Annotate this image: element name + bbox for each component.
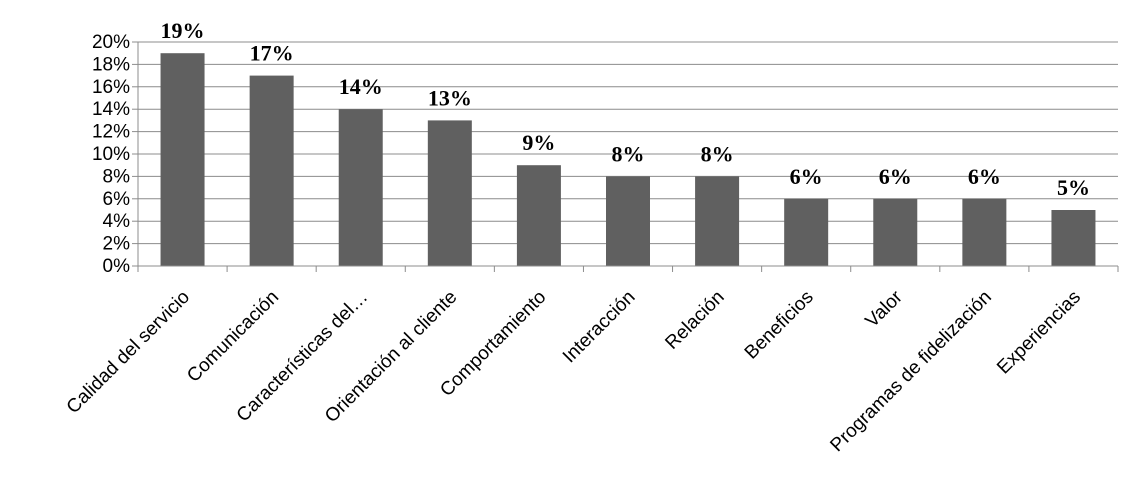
- y-tick-label: 16%: [92, 77, 130, 98]
- y-tick-label: 4%: [103, 211, 131, 232]
- bar: [873, 198, 918, 266]
- data-label: 6%: [879, 164, 912, 189]
- category-label: Experiencias: [993, 287, 1085, 379]
- category-label: Valor: [862, 286, 908, 332]
- gridlines: [138, 41, 1118, 245]
- category-label: Beneficios: [741, 287, 818, 364]
- category-label: Calidad del servicio: [63, 287, 194, 418]
- bar: [427, 120, 472, 267]
- data-labels: 19% 17% 14% 13% 9% 8% 8% 6% 6% 6% 5%: [161, 18, 1090, 200]
- category-label: Interacción: [559, 287, 640, 368]
- bar: [516, 165, 561, 266]
- bar: [249, 75, 294, 266]
- y-tick-label: 6%: [103, 189, 131, 210]
- category-label: Programas de fidelización: [826, 287, 995, 456]
- data-label: 8%: [701, 141, 734, 166]
- axes: [132, 41, 1119, 272]
- y-tick-label: 10%: [92, 144, 130, 165]
- y-tick-label: 18%: [92, 54, 130, 75]
- data-label: 5%: [1057, 175, 1090, 200]
- y-tick-label: 20%: [92, 32, 130, 53]
- category-label: Comunicación: [183, 287, 283, 387]
- data-label: 6%: [790, 164, 823, 189]
- data-label: 8%: [612, 141, 645, 166]
- bars: [160, 53, 1096, 267]
- category-label: Relación: [661, 287, 728, 354]
- bar: [695, 176, 740, 266]
- bar: [338, 109, 383, 266]
- y-tick-label: 12%: [92, 122, 130, 143]
- y-tick-label: 8%: [103, 166, 131, 187]
- data-label: 17%: [250, 41, 294, 66]
- data-label: 6%: [968, 164, 1001, 189]
- bar: [160, 53, 205, 267]
- bar: [784, 198, 829, 266]
- data-label: 19%: [161, 18, 205, 43]
- y-axis-tick-labels: 0%2%4%6%8%10%12%14%16%18%20%: [92, 32, 130, 277]
- bar: [962, 198, 1007, 266]
- bar: [606, 176, 650, 266]
- y-tick-label: 14%: [92, 99, 130, 120]
- data-label: 14%: [339, 74, 383, 99]
- data-label: 9%: [522, 130, 555, 155]
- bar: [1051, 210, 1096, 266]
- y-tick-label: 2%: [103, 234, 131, 255]
- data-label: 13%: [428, 85, 472, 110]
- x-axis-category-labels: Calidad del servicioComunicaciónCaracter…: [63, 286, 1085, 456]
- y-tick-label: 0%: [103, 256, 131, 277]
